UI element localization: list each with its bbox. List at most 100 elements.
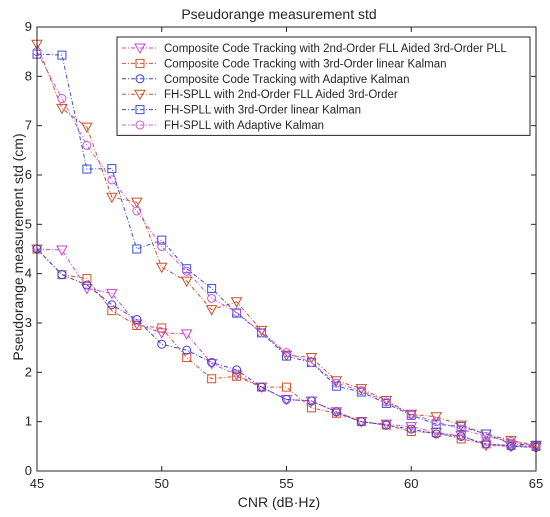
series-3-point	[381, 420, 391, 430]
series-3-point	[306, 396, 316, 406]
chart-title: Pseudorange measurement std	[181, 6, 376, 22]
series-2-point	[456, 434, 466, 444]
series-1-line	[36, 248, 537, 448]
series-4-point	[155, 262, 168, 274]
series-6-point	[82, 140, 92, 150]
y-tick-label: 6	[25, 167, 32, 182]
legend-label: Composite Code Tracking with Adaptive Ka…	[164, 74, 409, 86]
series-1-point	[106, 288, 118, 300]
series-3-point	[257, 382, 267, 392]
series-5-line	[36, 53, 537, 446]
series-4-point	[130, 197, 143, 209]
series-3-point	[157, 339, 167, 349]
series-6-point	[306, 357, 316, 367]
legend-marker	[135, 120, 145, 130]
legend-box	[116, 36, 531, 136]
legend-item-1: Composite Code Tracking with 2nd-Order F…	[122, 43, 507, 55]
series-2-point	[406, 427, 416, 437]
series-4-point	[355, 384, 368, 395]
series-6-point	[107, 175, 117, 185]
legend-item-5: FH-SPLL with 3rd-Order linear Kalman	[122, 105, 361, 117]
series-6	[32, 47, 541, 451]
series-2-point	[107, 306, 117, 316]
legend-label: Composite Code Tracking with 2nd-Order F…	[164, 43, 507, 55]
series-5-point	[207, 283, 217, 293]
legend-marker	[135, 58, 145, 68]
series-5-point	[456, 422, 466, 432]
series-6-point	[481, 431, 491, 441]
series-6-point	[331, 378, 341, 388]
series-2-point	[282, 382, 291, 392]
series-6-point	[282, 348, 291, 358]
series-6-point	[381, 397, 391, 407]
y-tick-label: 9	[25, 19, 32, 34]
series-3-point	[406, 424, 416, 434]
y-tick-label: 3	[25, 315, 32, 330]
series-5-point	[331, 381, 341, 391]
series-5-point	[57, 50, 67, 60]
series-6-point	[356, 386, 366, 396]
series-2-point	[232, 371, 242, 381]
series-5-point	[182, 264, 192, 274]
y-tick-label: 4	[25, 266, 32, 281]
series-3-point	[207, 357, 217, 367]
series-1-point	[81, 283, 93, 295]
x-tick-label: 55	[279, 476, 293, 491]
series-3-point	[132, 315, 142, 325]
series-1-point	[205, 358, 218, 370]
series-5-point	[107, 164, 117, 174]
series-6-line	[36, 51, 537, 447]
series-2-point	[207, 374, 217, 384]
y-tick-label: 1	[25, 414, 32, 429]
series-4-point	[180, 276, 193, 288]
series-4-point	[106, 192, 118, 204]
y-tick-label: 7	[25, 118, 32, 133]
series-4-line	[36, 44, 537, 446]
y-tick-label: 8	[25, 68, 32, 83]
legend-label: FH-SPLL with 3rd-Order linear Kalman	[164, 105, 361, 117]
legend-label: FH-SPLL with Adaptive Kalman	[164, 120, 324, 132]
series-6-point	[431, 417, 441, 427]
series-3-point	[282, 394, 291, 404]
legend-item-2: Composite Code Tracking with 3rd-Order l…	[122, 58, 447, 70]
series-4-point	[56, 103, 68, 115]
series-3-point	[232, 365, 242, 375]
legend-marker	[135, 105, 145, 115]
series-6-point	[57, 94, 67, 104]
series-4-point	[230, 297, 243, 308]
series-4-point	[505, 435, 517, 447]
series-1-point	[480, 440, 492, 452]
y-tick-label: 2	[25, 364, 32, 379]
x-tick-label: 50	[155, 476, 169, 491]
legend-label: FH-SPLL with 2nd-Order FLL Aided 3rd-Ord…	[164, 89, 398, 101]
series-5-point	[82, 164, 92, 174]
y-axis-label: Pseudorange measurement std (cm)	[10, 133, 26, 360]
series-3-point	[82, 280, 92, 290]
legend-item-6: FH-SPLL with Adaptive Kalman	[122, 120, 324, 132]
series-4-point	[205, 305, 218, 316]
series-5-point	[481, 429, 491, 439]
series-4-point	[81, 122, 93, 134]
series-1-point	[230, 370, 243, 381]
series-6-point	[157, 242, 167, 252]
legend-item-4: FH-SPLL with 2nd-Order FLL Aided 3rd-Ord…	[122, 89, 398, 101]
series-6-point	[132, 206, 142, 216]
legend-item-3: Composite Code Tracking with Adaptive Ka…	[122, 74, 409, 86]
series-1-point	[56, 245, 68, 257]
legend-marker	[134, 89, 146, 101]
series-4-point	[430, 412, 443, 423]
series-3-point	[456, 431, 466, 441]
legend-marker	[134, 43, 146, 55]
series-layer	[31, 39, 542, 454]
series-3-point	[356, 417, 366, 427]
series-6-point	[456, 424, 466, 434]
x-axis-label: CNR (dB·Hz)	[238, 494, 320, 510]
series-6-point	[182, 266, 192, 276]
series-6-point	[506, 436, 516, 446]
series-1-point	[180, 329, 193, 340]
series-1-point	[455, 430, 467, 442]
legend-marker	[135, 74, 145, 84]
series-2-line	[36, 248, 537, 447]
